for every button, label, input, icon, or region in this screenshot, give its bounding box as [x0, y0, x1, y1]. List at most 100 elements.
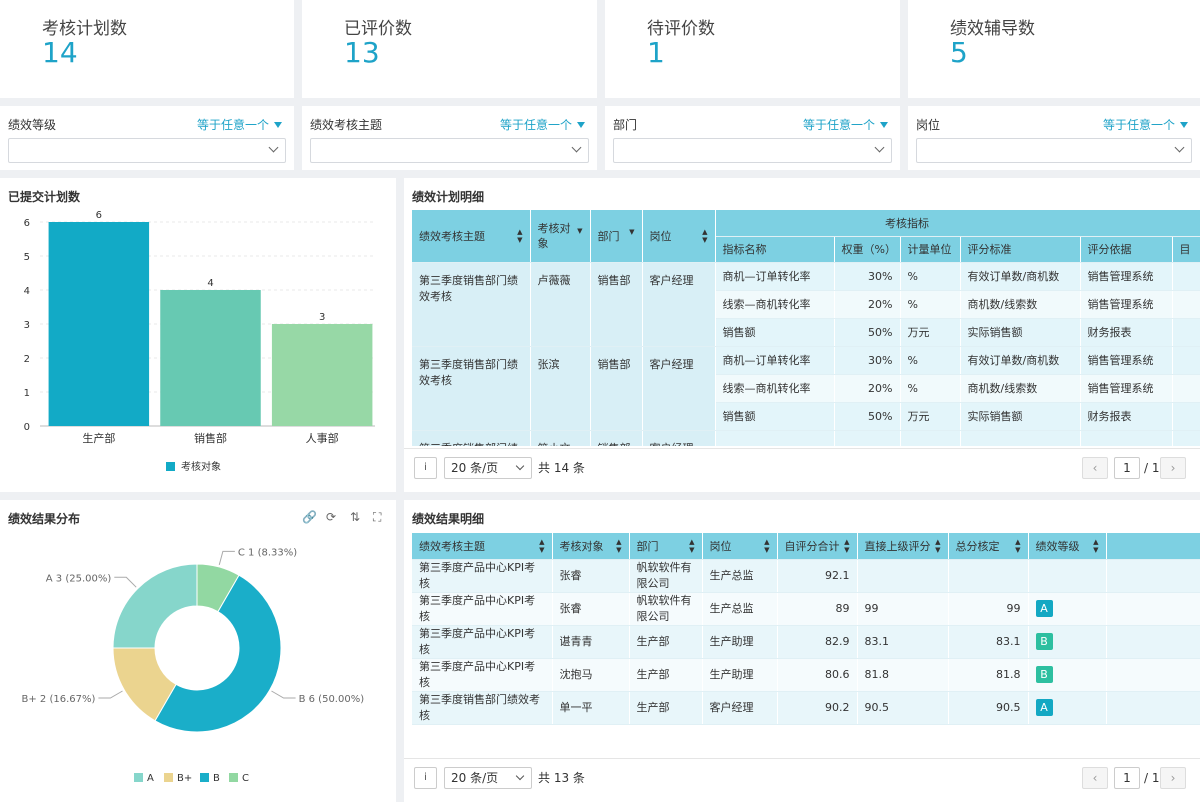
pie-slice-label: C 1 (8.33%): [238, 547, 297, 558]
sort-icon[interactable]: ▲ ▼: [539, 537, 545, 554]
table-row[interactable]: 销售额 50% 万元 实际销售额 财务报表: [412, 318, 1200, 347]
cell-dept: 帆软软件有限公司: [629, 592, 703, 626]
table-row[interactable]: 线索—商机转化率 20%% 商机数/线索数 销售管理系统: [412, 374, 1200, 403]
header-final-score[interactable]: 总分核定 ▲ ▼: [948, 533, 1029, 560]
page-size-select[interactable]: 20 条/页: [444, 457, 532, 479]
legend-swatch[interactable]: [200, 773, 209, 782]
legend-swatch[interactable]: [164, 773, 173, 782]
bar[interactable]: [160, 290, 261, 426]
table-row[interactable]: 第三季度产品中心KPI考核 谌青青 生产部 生产助理 82.9 83.1 83.1 B: [412, 625, 1200, 659]
filter-operator[interactable]: 等于任意一个: [803, 116, 888, 133]
pie-slice[interactable]: [154, 574, 282, 733]
header-weight[interactable]: 权重（%）: [834, 236, 901, 263]
filter-select[interactable]: [8, 138, 286, 163]
header-unit[interactable]: 计量单位: [900, 236, 961, 263]
bar[interactable]: [48, 222, 150, 426]
cell-target: 沈抱马: [552, 658, 630, 692]
cell-level: [1028, 559, 1107, 593]
bar[interactable]: [271, 324, 373, 426]
sort-icon[interactable]: ▲ ▼: [517, 227, 523, 244]
result-table: 绩效考核主题 ▲ ▼ 考核对象 ▲ ▼ 部门 ▲ ▼ 岗位 ▲ ▼ 自评分合计 ▲ ▼ 直接上级评分…: [412, 533, 1200, 725]
cell-dept: 销售部: [590, 262, 643, 347]
sort-icon[interactable]: ⇅: [350, 510, 361, 524]
cell-super-score: [857, 559, 949, 593]
total-count: 共 13 条: [538, 771, 585, 785]
header-basis[interactable]: 评分依据: [1080, 236, 1173, 263]
page-info-icon[interactable]: i: [414, 457, 437, 479]
table-row[interactable]: 第三季度产品中心KPI考核 沈抱马 生产部 生产助理 80.6 81.8 81.8 B: [412, 658, 1200, 692]
pagination: i 20 条/页 共 13 条 ‹ 1 / 1 ›: [404, 758, 1200, 796]
header-level[interactable]: 绩效等级 ▲ ▼: [1028, 533, 1107, 560]
page-info-icon[interactable]: i: [414, 767, 437, 789]
sort-icon[interactable]: ▼: [629, 227, 635, 236]
table-row[interactable]: 第三季度产品中心KPI考核 张睿 帆软软件有限公司 生产总监 92.1: [412, 559, 1200, 593]
header-ind-name[interactable]: 指标名称: [715, 236, 835, 263]
y-tick-label: 5: [24, 252, 30, 263]
sort-icon[interactable]: ▲ ▼: [689, 537, 695, 554]
filter-select[interactable]: [310, 138, 589, 163]
sort-icon[interactable]: ▲ ▼: [844, 537, 850, 554]
plan-table-viewport[interactable]: 绩效考核主题 ▲ ▼ ▼ 考核对象 部门 ▼ 岗位 ▲ ▼ 考核指标 指标名称 权重（%） …: [412, 210, 1200, 446]
refresh-icon[interactable]: ⟳: [326, 510, 337, 524]
header-extra[interactable]: 目: [1172, 236, 1200, 263]
cell-subject: 第三季度产品中心KPI考核: [412, 625, 553, 659]
current-page-input[interactable]: 1: [1114, 767, 1140, 789]
sort-icon[interactable]: ▲ ▼: [1015, 537, 1021, 554]
table-row[interactable]: 第三季度产品中心KPI考核 张睿 帆软软件有限公司 生产总监 89 99 99 A: [412, 592, 1200, 626]
cell-subject: 第三季度销售部门绩效考核: [412, 346, 531, 431]
legend-swatch[interactable]: [229, 773, 238, 782]
filter-operator[interactable]: 等于任意一个: [1103, 116, 1188, 133]
table-row[interactable]: 销售额 50% 万元 实际销售额 财务报表: [412, 402, 1200, 431]
next-page-button[interactable]: ›: [1160, 767, 1186, 789]
caret-down-icon: [274, 122, 282, 128]
pie-slice[interactable]: [112, 563, 198, 649]
filter-select[interactable]: [916, 138, 1192, 163]
prev-page-button[interactable]: ‹: [1082, 767, 1108, 789]
current-page-input[interactable]: 1: [1114, 457, 1140, 479]
cell-self-total: 80.6: [777, 658, 858, 692]
cell-final-score: [948, 559, 1029, 593]
header-self-total[interactable]: 自评分合计 ▲ ▼: [777, 533, 858, 560]
y-tick-label: 2: [24, 354, 30, 365]
header-post[interactable]: 岗位 ▲ ▼: [702, 533, 778, 560]
header-subject[interactable]: 绩效考核主题 ▲ ▼: [412, 533, 553, 560]
table-row[interactable]: 线索—商机转化率 20%% 商机数/线索数 销售管理系统: [412, 290, 1200, 319]
next-page-button[interactable]: ›: [1160, 457, 1186, 479]
header-dept[interactable]: 部门 ▲ ▼: [629, 533, 703, 560]
header-standard[interactable]: 评分标准: [960, 236, 1081, 263]
header-target[interactable]: 考核对象 ▲ ▼: [552, 533, 630, 560]
header-super-score[interactable]: 直接上级评分 ▲ ▼: [857, 533, 949, 560]
table-row[interactable]: 第三季度销售部门绩效考核 卢薇薇 销售部 客户经理 商机—订单转化率 30%% 有效订单数/…: [412, 262, 1200, 347]
filter-select[interactable]: [613, 138, 892, 163]
header-target[interactable]: ▼ 考核对象: [530, 210, 591, 263]
filter-operator[interactable]: 等于任意一个: [500, 116, 585, 133]
pie-label-line: [98, 690, 123, 699]
legend-swatch[interactable]: [134, 773, 143, 782]
sort-icon[interactable]: ▲ ▼: [935, 537, 941, 554]
x-tick-label: 生产部: [82, 431, 115, 445]
pie-label-line: [271, 690, 296, 699]
filter-subject: 绩效考核主题 等于任意一个: [302, 106, 597, 170]
result-table-viewport[interactable]: 绩效考核主题 ▲ ▼ 考核对象 ▲ ▼ 部门 ▲ ▼ 岗位 ▲ ▼ 自评分合计 ▲ ▼ 直接上级评分…: [412, 533, 1200, 753]
link-icon[interactable]: 🔗: [302, 510, 317, 524]
page-size-select[interactable]: 20 条/页: [444, 767, 532, 789]
header-post[interactable]: 岗位 ▲ ▼: [642, 210, 716, 263]
table-row[interactable]: 第三季度销售部门绩效考核 张滨 销售部 客户经理 商机—订单转化率 30%% 有效订单数/商…: [412, 346, 1200, 431]
header-subject[interactable]: 绩效考核主题 ▲ ▼: [412, 210, 531, 263]
prev-page-button[interactable]: ‹: [1082, 457, 1108, 479]
cell-super-score: 99: [857, 592, 949, 626]
sort-icon[interactable]: ▲ ▼: [616, 537, 622, 554]
header-dept[interactable]: 部门 ▼: [590, 210, 643, 263]
table-row[interactable]: 第三季度销售部门绩效考核简小文销售部客户经理商机—订单转化率30%%有效订单数/…: [412, 430, 1200, 446]
sort-icon[interactable]: ▲ ▼: [1093, 537, 1099, 554]
sort-icon[interactable]: ▲ ▼: [764, 537, 770, 554]
legend-swatch[interactable]: [166, 462, 175, 471]
sort-icon[interactable]: ▲ ▼: [702, 227, 708, 244]
fullscreen-icon[interactable]: ⛶: [373, 510, 382, 524]
cell-subject: 第三季度产品中心KPI考核: [412, 592, 553, 626]
sort-icon[interactable]: ▼: [577, 226, 583, 235]
cell-extra: [1172, 346, 1200, 375]
filter-operator[interactable]: 等于任意一个: [197, 116, 282, 133]
bar-value-label: 6: [96, 210, 102, 221]
table-row[interactable]: 第三季度销售部门绩效考核 单一平 生产部 客户经理 90.2 90.5 90.5 A: [412, 691, 1200, 725]
